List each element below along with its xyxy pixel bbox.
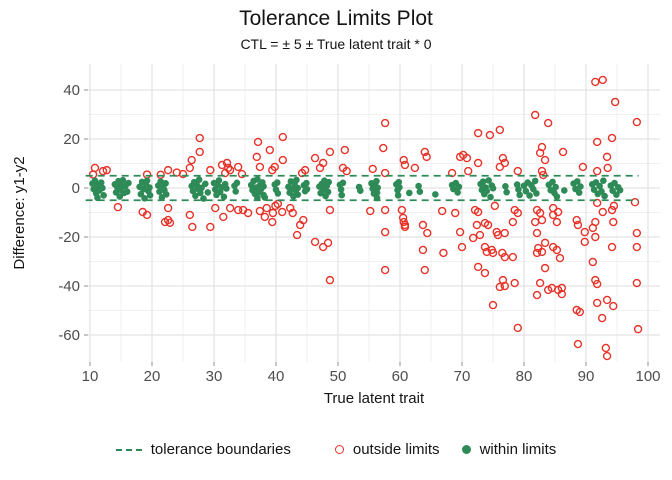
filled-circle-icon xyxy=(461,445,471,454)
legend-label: tolerance boundaries xyxy=(150,441,291,458)
x-axis-title: True latent trait xyxy=(323,390,425,407)
svg-text:90: 90 xyxy=(578,368,595,385)
chart-title: Tolerance Limits Plot xyxy=(239,7,433,30)
svg-text:40: 40 xyxy=(268,368,285,385)
svg-text:100: 100 xyxy=(635,368,660,385)
legend-label: outside limits xyxy=(352,441,440,458)
legend-label: within limits xyxy=(479,441,557,458)
open-circle-icon xyxy=(334,445,344,454)
svg-text:0: 0 xyxy=(72,180,80,197)
svg-text:50: 50 xyxy=(330,368,347,385)
legend-item-outside-limits: outside limits xyxy=(334,441,440,458)
svg-text:80: 80 xyxy=(516,368,533,385)
svg-text:60: 60 xyxy=(392,368,409,385)
svg-text:-60: -60 xyxy=(58,327,80,344)
legend-item-tolerance-boundaries: tolerance boundaries xyxy=(115,441,291,458)
svg-text:20: 20 xyxy=(63,131,80,148)
svg-text:20: 20 xyxy=(144,368,161,385)
svg-text:-20: -20 xyxy=(58,229,80,246)
svg-text:-40: -40 xyxy=(58,278,80,295)
y-axis-title: Difference: y1-y2 xyxy=(11,156,28,270)
dashed-line-icon xyxy=(115,448,142,451)
svg-text:40: 40 xyxy=(63,82,80,99)
legend-item-within-limits: within limits xyxy=(461,441,557,458)
svg-text:30: 30 xyxy=(206,368,223,385)
svg-text:10: 10 xyxy=(82,368,99,385)
chart-subtitle: CTL = ± 5 ± True latent trait * 0 xyxy=(240,36,432,52)
svg-text:70: 70 xyxy=(454,368,471,385)
legend: tolerance boundaries outside limits with… xyxy=(0,441,672,458)
